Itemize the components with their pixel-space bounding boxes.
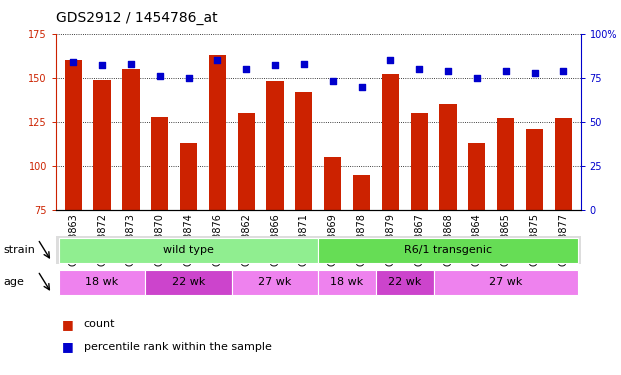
Bar: [410, 113, 428, 210]
Point: [414, 66, 424, 72]
Point: [501, 68, 510, 74]
FancyBboxPatch shape: [433, 270, 578, 295]
FancyBboxPatch shape: [56, 236, 581, 264]
Text: 18 wk: 18 wk: [86, 277, 119, 286]
Text: 27 wk: 27 wk: [489, 277, 522, 286]
Bar: [295, 92, 312, 210]
Point: [241, 66, 251, 72]
Bar: [65, 60, 82, 210]
Text: count: count: [84, 320, 116, 329]
Text: age: age: [3, 277, 24, 287]
FancyBboxPatch shape: [318, 270, 376, 295]
Point: [356, 84, 366, 90]
Point: [212, 57, 222, 63]
Text: 22 wk: 22 wk: [388, 277, 422, 286]
Point: [68, 59, 78, 65]
FancyBboxPatch shape: [145, 270, 232, 295]
Text: percentile rank within the sample: percentile rank within the sample: [84, 342, 272, 352]
Bar: [439, 104, 456, 210]
Point: [126, 61, 136, 67]
Bar: [324, 157, 342, 210]
FancyBboxPatch shape: [59, 238, 318, 263]
Bar: [151, 117, 168, 210]
Text: GDS2912 / 1454786_at: GDS2912 / 1454786_at: [56, 11, 217, 25]
Bar: [180, 143, 197, 210]
Point: [270, 63, 280, 69]
Point: [155, 73, 165, 79]
Text: 18 wk: 18 wk: [330, 277, 364, 286]
Bar: [237, 113, 255, 210]
FancyBboxPatch shape: [376, 270, 433, 295]
Point: [184, 75, 194, 81]
Bar: [555, 118, 572, 210]
Text: R6/1 transgenic: R6/1 transgenic: [404, 245, 492, 255]
Text: strain: strain: [3, 245, 35, 255]
Bar: [468, 143, 486, 210]
Bar: [497, 118, 514, 210]
Text: 22 wk: 22 wk: [172, 277, 205, 286]
Point: [97, 63, 107, 69]
Bar: [209, 55, 226, 210]
Point: [472, 75, 482, 81]
Bar: [382, 74, 399, 210]
Text: 27 wk: 27 wk: [258, 277, 292, 286]
Point: [299, 61, 309, 67]
FancyBboxPatch shape: [59, 270, 145, 295]
Bar: [122, 69, 140, 210]
Bar: [93, 80, 111, 210]
Point: [328, 78, 338, 84]
Bar: [526, 129, 543, 210]
FancyBboxPatch shape: [232, 270, 318, 295]
Text: wild type: wild type: [163, 245, 214, 255]
Point: [530, 69, 540, 75]
Bar: [266, 81, 284, 210]
Text: ■: ■: [62, 340, 74, 353]
Text: ■: ■: [62, 318, 74, 331]
FancyBboxPatch shape: [318, 238, 578, 263]
Bar: [353, 175, 370, 210]
Point: [386, 57, 396, 63]
Point: [443, 68, 453, 74]
Point: [558, 68, 568, 74]
